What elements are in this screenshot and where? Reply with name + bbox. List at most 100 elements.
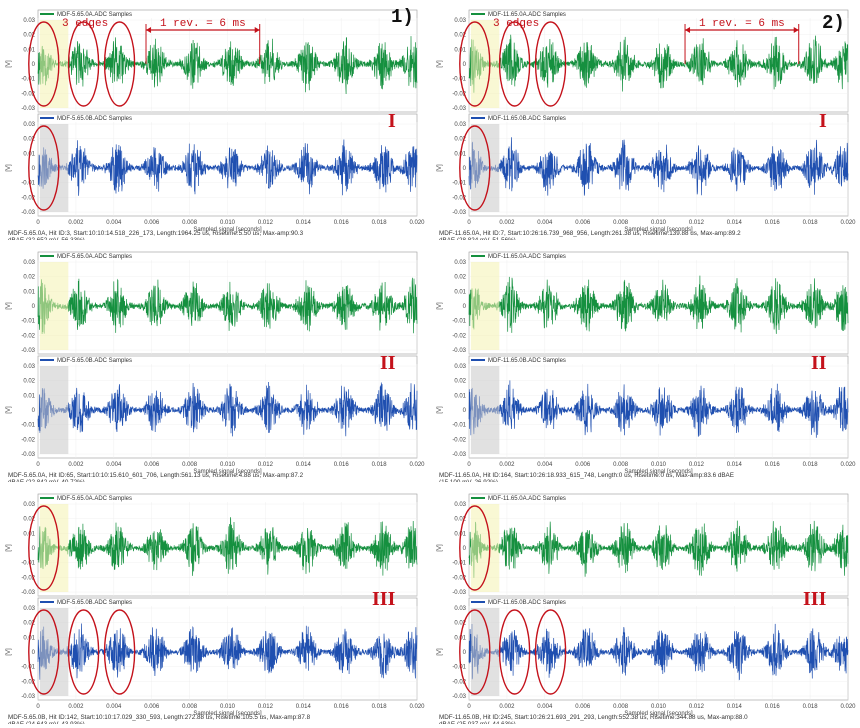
hit-selection-region — [470, 366, 500, 454]
y-tick-label: -0.02 — [452, 575, 466, 581]
edge-highlight-ellipse — [28, 21, 60, 107]
x-tick-label: 0.018 — [803, 220, 819, 226]
y-tick-label: -0.01 — [452, 561, 466, 567]
x-tick-label: 0.006 — [575, 220, 591, 226]
y-axis-label: [V] — [437, 406, 443, 414]
chart-svg: MDF-11.65.0A.ADC Samples0.030.020.010-0.… — [437, 9, 856, 233]
y-tick-label: -0.03 — [452, 210, 466, 216]
y-tick-label: 0.02 — [454, 621, 466, 627]
chart-svg: MDF-5.65.0A.ADC Samples0.030.020.010-0.0… — [6, 251, 425, 475]
y-tick-label: 0.02 — [454, 33, 466, 39]
chart-block-2-I: MDF-11.65.0A.ADC Samples 0.03 0.02 0.01 0 -0.… — [433, 4, 858, 240]
x-tick-label: 0.020 — [409, 704, 425, 710]
x-tick-label: 0.020 — [840, 462, 856, 468]
y-tick-label: -0.02 — [21, 333, 35, 339]
y-tick-label: -0.01 — [21, 561, 35, 567]
x-tick-label: 0 — [467, 220, 471, 226]
y-tick-label: 0.03 — [454, 18, 466, 24]
x-tick-label: 0.014 — [296, 462, 312, 468]
y-axis-label: [V] — [437, 60, 443, 68]
plot-title: MDF-5.65.0B.ADC Samples — [57, 116, 132, 122]
y-tick-label: 0 — [32, 546, 36, 552]
y-tick-label: 0.01 — [454, 393, 466, 399]
x-tick-label: 0.012 — [689, 704, 705, 710]
y-tick-label: -0.02 — [452, 437, 466, 443]
x-tick-label: 0.016 — [334, 220, 350, 226]
y-tick-label: 0.01 — [23, 393, 35, 399]
x-tick-label: 0.002 — [68, 462, 84, 468]
x-tick-label: 0.018 — [803, 704, 819, 710]
y-tick-label: -0.03 — [452, 348, 466, 354]
edge-highlight-ellipse — [459, 21, 491, 107]
x-tick-label: 0.012 — [258, 462, 274, 468]
y-axis-label: [V] — [6, 648, 12, 656]
x-tick-label: 0.014 — [296, 220, 312, 226]
edge-highlight-ellipse — [459, 505, 491, 591]
x-axis-label: Sampled signal [seconds] — [624, 711, 693, 717]
panel-label-1: 1) — [391, 6, 414, 28]
edge-highlight-ellipse — [67, 609, 100, 695]
x-tick-label: 0.016 — [765, 704, 781, 710]
signal-line — [468, 623, 849, 681]
x-tick-label: 0.020 — [409, 220, 425, 226]
plot-title: MDF-5.65.0A.ADC Samples — [57, 254, 132, 260]
y-tick-label: -0.01 — [452, 423, 466, 429]
y-tick-label: -0.03 — [452, 694, 466, 700]
y-tick-label: -0.02 — [452, 195, 466, 201]
y-tick-label: 0.03 — [454, 260, 466, 266]
chart-block-2-II: MDF-11.65.0A.ADC Samples 0.03 0.02 0.01 0 -0.… — [433, 246, 858, 482]
y-tick-label: 0.02 — [23, 137, 35, 143]
roman-numeral-label: II — [380, 352, 396, 374]
x-tick-label: 0.002 — [499, 704, 515, 710]
y-tick-label: -0.02 — [21, 575, 35, 581]
top-waveform-plot: MDF-11.65.0A.ADC Samples0.030.020.010-0.… — [437, 493, 849, 597]
y-axis-label: [V] — [6, 60, 12, 68]
x-tick-label: 0.002 — [68, 220, 84, 226]
y-tick-label: 0.02 — [454, 137, 466, 143]
x-axis-label: Sampled signal [seconds] — [193, 227, 262, 233]
hit-info-line: dBAE (28.824 mV, 51.56%) — [439, 237, 516, 240]
y-tick-label: -0.02 — [21, 679, 35, 685]
x-tick-label: 0.010 — [651, 220, 667, 226]
x-tick-label: 0.012 — [689, 220, 705, 226]
y-tick-label: -0.03 — [21, 694, 35, 700]
y-tick-label: -0.02 — [21, 91, 35, 97]
hit-info-line: MDF-11.65.0B, Hit ID:245, Start:10:26:21… — [439, 714, 748, 721]
edge-highlight-ellipse — [498, 21, 531, 107]
x-tick-label: 0.010 — [220, 462, 236, 468]
y-tick-label: -0.03 — [21, 452, 35, 458]
y-tick-label: 0.03 — [454, 502, 466, 508]
y-tick-label: -0.02 — [452, 333, 466, 339]
bottom-waveform-plot: MDF-11.65.0B.ADC Samples0.030.020.010-0.… — [437, 597, 849, 701]
plot-title: MDF-11.65.0A.ADC Samples — [488, 254, 566, 260]
y-axis-label: [V] — [437, 648, 443, 656]
hit-selection-region — [39, 262, 69, 350]
y-tick-label: 0.02 — [23, 517, 35, 523]
y-tick-label: -0.03 — [21, 210, 35, 216]
x-tick-label: 0.004 — [537, 462, 553, 468]
roman-numeral-label: I — [819, 110, 827, 132]
signal-line — [37, 277, 418, 335]
plot-title: MDF-5.65.0B.ADC Samples — [57, 600, 132, 606]
y-axis-label: [V] — [6, 302, 12, 310]
signal-line — [468, 380, 849, 438]
edge-highlight-ellipse — [498, 609, 531, 695]
y-tick-label: 0.02 — [454, 275, 466, 281]
x-axis-label: Sampled signal [seconds] — [193, 469, 262, 475]
x-tick-label: 0.002 — [499, 220, 515, 226]
hit-info-line: MDF-5.65.0B, Hit ID:142, Start:10:10:17.… — [8, 714, 311, 721]
x-axis-label: Sampled signal [seconds] — [624, 227, 693, 233]
y-axis-label: [V] — [6, 544, 12, 552]
y-tick-label: 0.03 — [23, 606, 35, 612]
x-tick-label: 0.006 — [144, 704, 160, 710]
chart-block-1-II: MDF-5.65.0A.ADC Samples 0.03 0.02 0.01 0 -0.0… — [2, 246, 427, 482]
y-tick-label: 0 — [32, 166, 36, 172]
hit-info-line: dBAE (25.037 mV, 44.63%) — [439, 721, 516, 724]
x-tick-label: 0.016 — [765, 462, 781, 468]
y-tick-label: 0 — [463, 304, 467, 310]
x-tick-label: 0.006 — [144, 220, 160, 226]
chart-svg: MDF-11.65.0A.ADC Samples 0.03 0.02 0.01 0 -0.… — [437, 251, 856, 475]
bottom-waveform-plot: MDF-5.65.0B.ADC Samples0.030.020.010-0.0… — [6, 597, 418, 701]
signal-line — [468, 34, 849, 93]
y-tick-label: -0.01 — [452, 77, 466, 83]
